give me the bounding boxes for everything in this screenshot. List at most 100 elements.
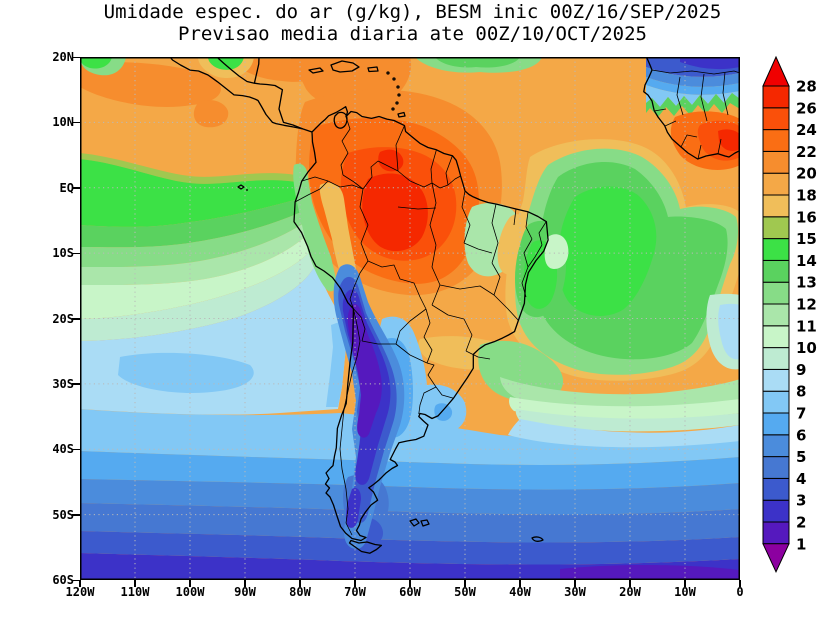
colorbar-label: 15: [796, 230, 817, 248]
lon-tick: [739, 580, 741, 587]
field-band: [500, 377, 740, 408]
lon-label: 20W: [619, 585, 641, 599]
colorbar-label: 1: [796, 535, 806, 553]
colorbar-band: [762, 107, 790, 131]
humidity-map-svg: [80, 56, 741, 580]
lon-tick: [354, 580, 356, 587]
field-band: [509, 397, 740, 421]
colorbar-band: [762, 499, 790, 523]
field-band: [80, 57, 112, 69]
lat-tick: [72, 579, 80, 581]
lat-label: 40S: [52, 442, 74, 457]
field-band: [544, 234, 569, 269]
lake-maracaibo: [333, 111, 348, 129]
colorbar-label: 2: [796, 514, 806, 532]
colorbar-label: 22: [796, 143, 817, 161]
lon-tick: [519, 580, 521, 587]
field-band: [515, 409, 740, 432]
colorbar-band: [762, 347, 790, 370]
field-band: [208, 57, 244, 70]
lon-tick: [134, 580, 136, 587]
field-band: [80, 451, 740, 490]
lat-label: 20N: [52, 50, 74, 64]
colorbar-label: 11: [796, 317, 817, 335]
colorbar-label: 18: [796, 187, 817, 205]
lon-label: 60W: [399, 585, 421, 599]
border-line: [339, 308, 361, 536]
border-line: [294, 176, 329, 203]
humidity-map: [80, 56, 741, 580]
colorbar-band: [762, 281, 790, 305]
border-line: [349, 188, 369, 309]
colorbar-label: 9: [796, 361, 806, 379]
colorbar-label: 13: [796, 274, 817, 292]
colorbar-band: [762, 259, 790, 283]
colorbar-band: [762, 85, 790, 109]
field-band: [326, 321, 346, 407]
colorbar-band: [762, 325, 790, 349]
colorbar-band: [762, 129, 790, 152]
field-band: [718, 303, 740, 360]
field-band: [80, 209, 310, 268]
lon-label: 10W: [674, 585, 696, 599]
lat-label: 30S: [52, 376, 74, 391]
lat-label: 10S: [52, 246, 74, 261]
colorbar: 1 2 3 4 5 6 7 8 9 10 11 12 13 14 15 16 18 20 22 24 26 28: [757, 53, 825, 583]
lat-label: 60S: [52, 573, 74, 587]
colorbar-band: [762, 390, 790, 414]
page-subtitle: Previsao media diaria ate 00Z/10/OCT/202…: [178, 23, 647, 45]
lon-label: 50W: [454, 585, 476, 599]
field-band: [560, 564, 740, 580]
page-title: Umidade espec. do ar (g/kg), BESM inic 0…: [103, 1, 722, 23]
colorbar-band: [762, 456, 790, 479]
lat-label: 10N: [52, 115, 74, 130]
lat-tick: [72, 318, 80, 320]
field-band: [80, 231, 314, 319]
island-puerto-rico: [367, 66, 379, 73]
field-band: [80, 153, 302, 184]
map-frame: [80, 57, 740, 580]
colorbar-label: 10: [796, 339, 817, 357]
field-band: [646, 85, 740, 107]
lon-tick: [299, 580, 301, 587]
colorbar-label: 16: [796, 208, 817, 226]
lat-tick: [72, 514, 80, 516]
coastline-central-america-pacific: [169, 56, 303, 130]
lon-label: 100W: [175, 585, 205, 599]
lat-label: 20S: [52, 311, 74, 326]
lon-tick: [629, 580, 631, 587]
lon-tick: [79, 580, 81, 587]
island-jamaica: [308, 67, 324, 74]
colorbar-band: [762, 194, 790, 218]
lon-tick: [464, 580, 466, 587]
islands-galapagos: [237, 184, 248, 191]
field-band: [80, 159, 305, 227]
island-south-georgia: [531, 536, 544, 542]
lon-label: 70W: [344, 585, 366, 599]
field-band: [118, 352, 254, 394]
colorbar-label: 7: [796, 405, 806, 423]
colorbar-band: [762, 150, 790, 174]
colorbar-label: 28: [796, 78, 817, 96]
field-band: [478, 340, 564, 403]
lon-tick: [574, 580, 576, 587]
lon-label: 30W: [564, 585, 586, 599]
coastline-tierra-del-fuego: [348, 539, 383, 554]
border-line: [397, 182, 547, 360]
border-line: [418, 362, 454, 415]
colorbar-band: [762, 216, 790, 240]
lon-label: 0: [736, 585, 744, 599]
lat-tick: [72, 383, 80, 385]
lon-label: 40W: [509, 585, 531, 599]
colorbar-top-arrow: [762, 55, 790, 87]
field-band: [80, 531, 740, 565]
coastline-gulf-campeche: [216, 56, 255, 84]
colorbar-bottom-arrow: [762, 543, 790, 573]
island-trinidad: [397, 111, 406, 118]
field-band: [718, 129, 740, 152]
lat-tick: [72, 121, 80, 124]
field-band: [362, 173, 428, 252]
lat-tick: [72, 252, 80, 255]
